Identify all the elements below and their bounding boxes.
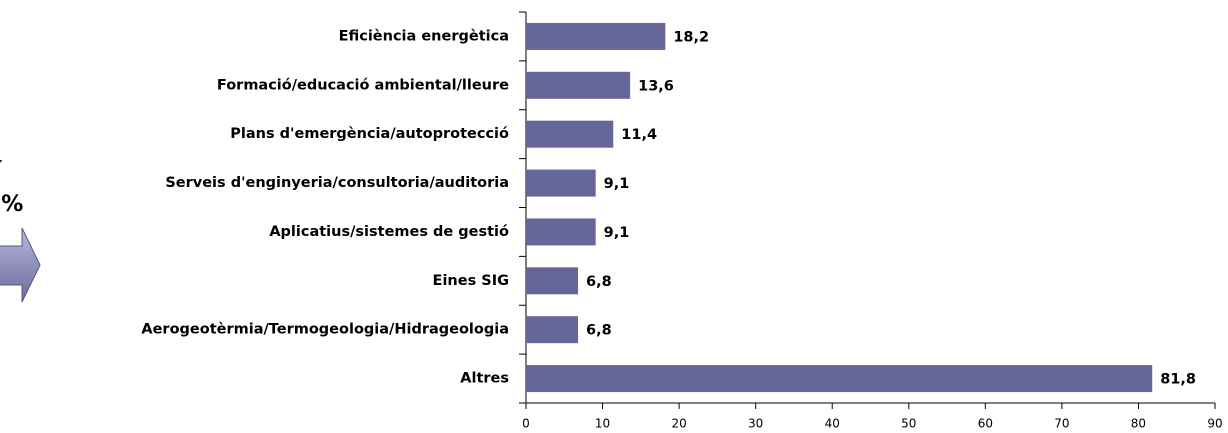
bar (526, 22, 666, 50)
x-tick-label: 50 (901, 417, 916, 431)
y-tick-label: Formació/educació ambiental/lleure (217, 77, 509, 93)
value-label: 9,1 (604, 176, 630, 192)
value-label: 11,4 (621, 127, 657, 143)
arrow (0, 227, 41, 303)
y-tick-label: Serveis d'enginyeria/consultoria/auditor… (165, 175, 509, 191)
bar (526, 71, 631, 99)
value-label: 6,8 (586, 323, 612, 339)
x-tick-label: 10 (595, 417, 610, 431)
value-label: 18,2 (673, 29, 709, 45)
value-label: 6,8 (586, 274, 612, 290)
x-tick-label: 40 (825, 417, 840, 431)
x-tick-label: 70 (1054, 417, 1069, 431)
bar (526, 218, 596, 246)
annotation: 6% (0, 192, 23, 217)
bar (526, 267, 579, 295)
y-tick-label: Eficiència energètica (339, 28, 509, 44)
y-tick-label: Altres (460, 371, 509, 387)
x-tick-label: 60 (978, 417, 993, 431)
bar (526, 169, 596, 197)
bar (526, 120, 614, 148)
value-label: 9,1 (604, 225, 630, 241)
annotation: í (0, 159, 3, 184)
bar (526, 316, 579, 344)
bar (526, 365, 1153, 393)
y-tick-label: Plans d'emergència/autoprotecció (230, 126, 509, 142)
x-tick-label: 0 (522, 417, 530, 431)
y-tick-label: Aerogeotèrmia/Termogeologia/Hidrageologi… (141, 322, 509, 338)
value-label: 81,8 (1160, 372, 1196, 388)
value-label: 13,6 (638, 78, 674, 94)
x-tick-label: 90 (1207, 417, 1222, 431)
x-tick-label: 30 (748, 417, 763, 431)
x-tick-label: 20 (671, 417, 686, 431)
y-tick-label: Aplicatius/sistemes de gestió (269, 224, 509, 240)
x-tick-label: 80 (1131, 417, 1146, 431)
y-tick-label: Eines SIG (433, 273, 509, 289)
